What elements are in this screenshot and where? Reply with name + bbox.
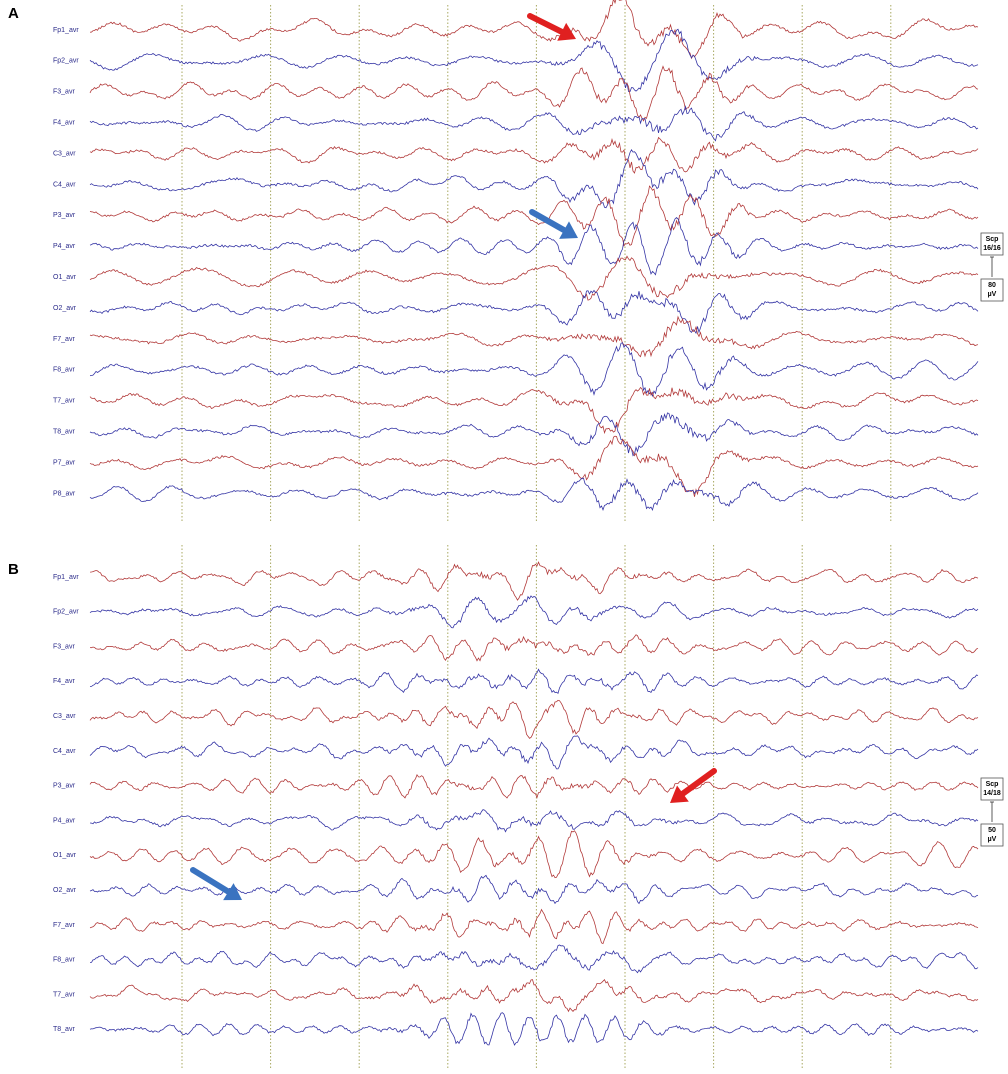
annotation-arrow: [679, 768, 717, 797]
eeg-trace: [89, 136, 979, 174]
eeg-trace: [90, 944, 979, 974]
scale-montage: Scp: [986, 781, 999, 788]
channel-label: F7_avr: [53, 922, 75, 929]
eeg-trace: [89, 28, 979, 93]
eeg-trace: [89, 65, 979, 122]
eeg-trace: [89, 668, 979, 694]
eeg-trace: [89, 342, 979, 398]
eeg-trace: [89, 315, 979, 358]
eeg-trace: [89, 289, 979, 335]
eeg-trace: [89, 104, 979, 142]
scale-ratio: 16/16: [983, 245, 1001, 252]
arrow-head: [557, 22, 576, 41]
channel-label: F3_avr: [53, 643, 75, 650]
scale-box: [980, 278, 1004, 302]
channel-label: Fp1_avr: [53, 27, 79, 34]
eeg-trace: [89, 634, 979, 662]
channel-label: C4_avr: [53, 748, 76, 755]
scale-amplitude: 80: [988, 282, 996, 289]
panel-label: A: [8, 5, 19, 22]
eeg-trace: [89, 595, 979, 629]
channel-label: O2_avr: [53, 305, 77, 312]
eeg-trace: [89, 412, 979, 457]
eeg-trace: [89, 477, 979, 511]
channel-label: F4_avr: [53, 120, 75, 127]
eeg-trace: [89, 908, 979, 945]
channel-label: P7_avr: [53, 459, 76, 466]
eeg-trace: [89, 185, 979, 247]
annotation-arrow: [529, 209, 568, 234]
channel-label: T8_avr: [53, 429, 75, 436]
scale-unit: µV: [988, 836, 997, 843]
eeg-trace: [89, 435, 979, 497]
channel-label: O1_avr: [53, 852, 77, 859]
channel-label: Fp1_avr: [53, 574, 79, 581]
eeg-trace: [89, 773, 979, 799]
scale-montage: Scp: [986, 236, 999, 243]
scale-box: [980, 232, 1004, 256]
scale-ratio: 14/18: [983, 790, 1001, 797]
channel-label: C4_avr: [53, 181, 76, 188]
eeg-trace: [89, 561, 979, 601]
eeg-trace: [89, 386, 979, 435]
arrow-head: [559, 221, 578, 239]
eeg-trace: [89, 699, 979, 739]
channel-label: P3_avr: [53, 212, 76, 219]
channel-label: F4_avr: [53, 678, 75, 685]
eeg-trace: [89, 874, 979, 905]
channel-label: P4_avr: [53, 817, 76, 824]
eeg-trace: [89, 979, 979, 1013]
scale-amplitude: 50: [988, 827, 996, 834]
channel-label: T7_avr: [53, 398, 75, 405]
eeg-trace: [89, 735, 979, 770]
annotation-arrow: [527, 13, 565, 35]
channel-label: P4_avr: [53, 243, 76, 250]
channel-label: P8_avr: [53, 490, 76, 497]
eeg-trace: [89, 1012, 979, 1046]
arrow-head: [670, 785, 689, 803]
arrow-head: [223, 883, 242, 901]
scale-unit: µV: [988, 291, 997, 298]
eeg-trace: [89, 0, 979, 60]
channel-label: O2_avr: [53, 887, 77, 894]
scale-box: [980, 777, 1004, 801]
channel-label: Fp2_avr: [53, 609, 79, 616]
annotation-arrow: [190, 867, 232, 895]
channel-label: P3_avr: [53, 783, 76, 790]
eeg-trace: [89, 217, 979, 276]
channel-label: T8_avr: [53, 1026, 75, 1033]
channel-label: C3_avr: [53, 150, 76, 157]
eeg-trace: [89, 255, 979, 301]
eeg-trace: [89, 149, 979, 209]
channel-label: C3_avr: [53, 713, 76, 720]
channel-label: T7_avr: [53, 991, 75, 998]
channel-label: O1_avr: [53, 274, 77, 281]
channel-label: Fp2_avr: [53, 58, 79, 65]
channel-label: F8_avr: [53, 957, 75, 964]
channel-label: F8_avr: [53, 367, 75, 374]
channel-label: F3_avr: [53, 89, 75, 96]
eeg-trace: [89, 809, 979, 833]
eeg-trace: [89, 830, 979, 879]
scale-box: [980, 823, 1004, 847]
channel-label: F7_avr: [53, 336, 75, 343]
panel-label: B: [8, 561, 19, 578]
